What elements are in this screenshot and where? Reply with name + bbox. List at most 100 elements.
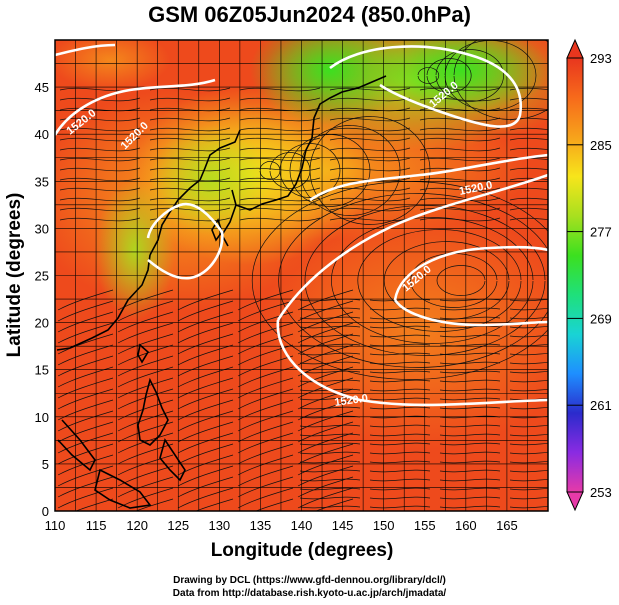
y-tick-label: 35 (35, 174, 49, 189)
streamline (509, 461, 548, 464)
streamline (239, 87, 321, 92)
streamline (299, 433, 361, 437)
streamline (239, 97, 321, 102)
streamline (135, 498, 174, 511)
streamline (297, 454, 354, 476)
streamline (177, 388, 234, 410)
streamline (509, 127, 548, 131)
streamline (509, 107, 548, 111)
streamline (509, 452, 548, 455)
y-tick-label: 10 (35, 410, 49, 425)
streamline (509, 299, 548, 302)
x-tick-label: 145 (332, 518, 354, 533)
y-tick-label: 30 (35, 221, 49, 236)
streamline (299, 451, 361, 455)
streamline (329, 147, 411, 152)
streamline (117, 454, 174, 476)
credit-dcl: Drawing by DCL (https://www.gfd-dennou.o… (173, 575, 446, 586)
x-axis-label: Longitude (degrees) (211, 540, 394, 561)
cool-region-china (95, 180, 175, 320)
colorbar-tick-label: 261 (590, 398, 612, 413)
streamline (509, 207, 548, 211)
streamline (117, 322, 174, 344)
x-axis-ticks: 110 115 120 125 130 135 140 145 150 155 160 165 (45, 518, 518, 533)
streamline (59, 187, 141, 192)
warm-region-nw (55, 40, 170, 90)
streamline (299, 379, 361, 383)
streamline (509, 434, 548, 437)
streamline (444, 40, 537, 111)
colorbar-tick-label: 293 (590, 51, 612, 66)
y-tick-label: 0 (42, 504, 49, 519)
streamline (329, 207, 411, 212)
streamline (117, 388, 174, 410)
streamline (299, 406, 361, 410)
streamline (239, 117, 321, 122)
streamline (255, 498, 294, 511)
streamline (59, 197, 141, 202)
streamline (237, 366, 294, 388)
streamline (329, 197, 411, 202)
colorbar: 253 261 269 277 285 293 (566, 38, 612, 512)
streamline (419, 187, 501, 192)
streamline (117, 377, 174, 399)
cool-core-1 (250, 40, 410, 125)
streamline (509, 197, 548, 201)
streamline (239, 157, 321, 162)
x-tick-label: 160 (455, 518, 477, 533)
y-axis-ticks: 0 5 10 15 20 25 30 35 40 45 (35, 80, 49, 519)
streamline (419, 217, 501, 222)
streamline (237, 487, 294, 509)
streamline (299, 424, 361, 428)
streamline (57, 311, 114, 333)
streamline (239, 177, 321, 182)
streamline (329, 217, 411, 222)
map-frame (54, 39, 549, 512)
streamline (59, 157, 141, 162)
streamline (329, 117, 411, 122)
y-tick-label: 40 (35, 127, 49, 142)
streamline (57, 366, 114, 388)
colorbar-tick-label: 277 (590, 225, 612, 240)
credit-data-source: Data from http://database.rish.kyoto-u.a… (172, 588, 447, 599)
streamline (436, 265, 486, 296)
streamline (177, 300, 234, 322)
colorbar-max-triangle (566, 38, 584, 59)
chart-title: GSM 06Z05Jun2024 (850.0hPa) (148, 2, 471, 27)
streamline (57, 355, 114, 377)
streamline (297, 300, 354, 322)
streamline (237, 443, 294, 465)
streamline (509, 344, 548, 347)
y-axis-label: Latitude (degrees) (4, 193, 25, 358)
streamline (509, 335, 548, 338)
streamline (237, 300, 294, 322)
streamline (57, 322, 114, 344)
streamline (237, 476, 294, 498)
streamline (410, 253, 498, 308)
streamline (59, 147, 141, 152)
x-tick-label: 120 (126, 518, 148, 533)
streamline (57, 443, 114, 465)
streamline (177, 377, 234, 399)
streamline (419, 127, 501, 132)
streamline (279, 143, 341, 198)
streamline (329, 107, 411, 112)
streamline (297, 311, 354, 333)
streamline (177, 333, 234, 355)
streamline (177, 476, 234, 498)
streamline (419, 107, 501, 112)
x-tick-label: 150 (373, 518, 395, 533)
streamline (509, 389, 548, 392)
streamline (435, 49, 504, 102)
streamline (299, 505, 361, 509)
streamline (315, 498, 354, 511)
streamline (299, 478, 361, 482)
streamline (57, 388, 114, 410)
streamline (237, 399, 294, 421)
x-tick-label: 165 (496, 518, 518, 533)
streamline (329, 167, 411, 172)
streamline (237, 388, 294, 410)
streamline (509, 187, 548, 191)
streamline (509, 506, 548, 509)
